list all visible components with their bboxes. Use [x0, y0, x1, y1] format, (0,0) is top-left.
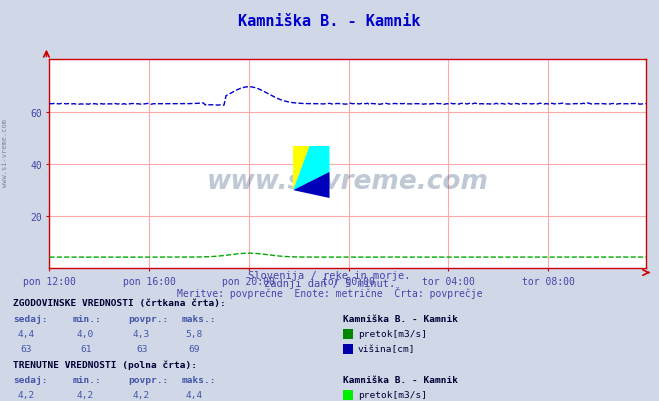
Polygon shape	[293, 146, 330, 191]
Text: 4,2: 4,2	[77, 390, 94, 399]
Text: pretok[m3/s]: pretok[m3/s]	[358, 329, 427, 338]
Text: 4,0: 4,0	[77, 329, 94, 338]
Text: ZGODOVINSKE VREDNOSTI (črtkana črta):: ZGODOVINSKE VREDNOSTI (črtkana črta):	[13, 299, 226, 308]
Polygon shape	[293, 172, 330, 198]
Text: 69: 69	[188, 344, 200, 353]
Text: maks.:: maks.:	[181, 375, 215, 384]
Text: 63: 63	[136, 344, 148, 353]
Text: Kamniška B. - Kamnik: Kamniška B. - Kamnik	[343, 314, 458, 323]
Text: povpr.:: povpr.:	[129, 314, 169, 323]
Text: sedaj:: sedaj:	[13, 314, 47, 323]
Text: www.si-vreme.com: www.si-vreme.com	[207, 168, 488, 194]
Text: 4,2: 4,2	[18, 390, 35, 399]
Text: Slovenija / reke in morje.: Slovenija / reke in morje.	[248, 271, 411, 281]
Text: www.si-vreme.com: www.si-vreme.com	[2, 118, 9, 186]
Text: 4,4: 4,4	[186, 390, 203, 399]
Text: Kamniška B. - Kamnik: Kamniška B. - Kamnik	[343, 375, 458, 384]
Text: maks.:: maks.:	[181, 314, 215, 323]
Text: 61: 61	[80, 344, 92, 353]
Text: pretok[m3/s]: pretok[m3/s]	[358, 390, 427, 399]
Text: višina[cm]: višina[cm]	[358, 344, 415, 353]
Text: sedaj:: sedaj:	[13, 375, 47, 384]
Text: TRENUTNE VREDNOSTI (polna črta):: TRENUTNE VREDNOSTI (polna črta):	[13, 360, 197, 369]
Text: povpr.:: povpr.:	[129, 375, 169, 384]
Text: zadnji dan / 5 minut.: zadnji dan / 5 minut.	[264, 279, 395, 289]
Text: 4,4: 4,4	[18, 329, 35, 338]
Text: Meritve: povprečne  Enote: metrične  Črta: povprečje: Meritve: povprečne Enote: metrične Črta:…	[177, 287, 482, 299]
Polygon shape	[293, 146, 310, 191]
Text: 4,3: 4,3	[133, 329, 150, 338]
Text: 5,8: 5,8	[186, 329, 203, 338]
Text: Kamniška B. - Kamnik: Kamniška B. - Kamnik	[239, 14, 420, 29]
Text: min.:: min.:	[72, 314, 101, 323]
Text: min.:: min.:	[72, 375, 101, 384]
Text: 63: 63	[20, 344, 32, 353]
Text: 4,2: 4,2	[133, 390, 150, 399]
